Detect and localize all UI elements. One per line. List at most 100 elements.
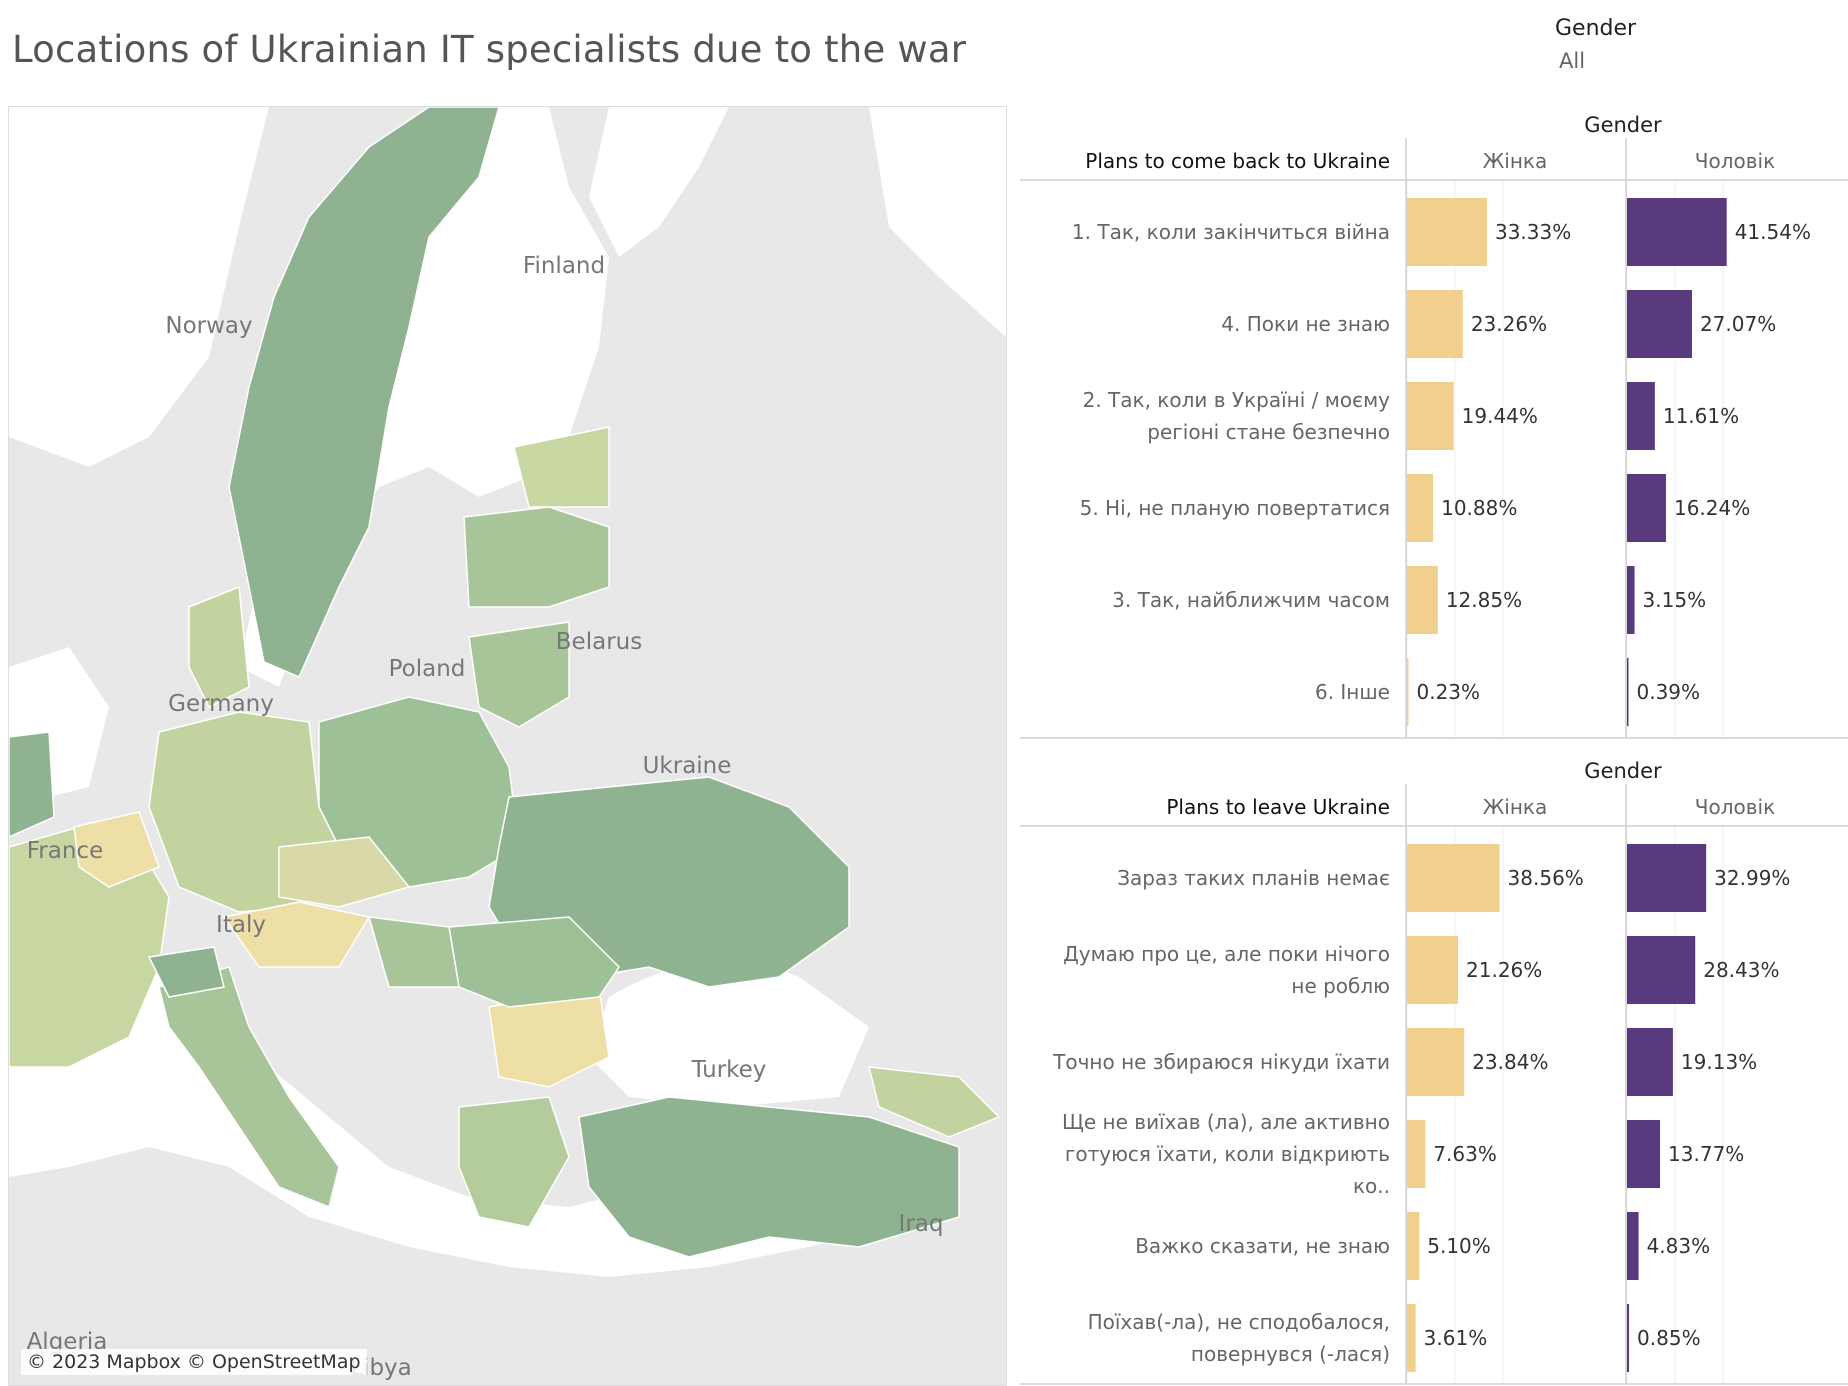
gender-filter-label: Gender — [1555, 16, 1637, 41]
value-label: 3.15% — [1643, 588, 1707, 612]
sweden[interactable] — [228, 107, 500, 678]
latvia[interactable] — [463, 506, 610, 608]
bar-zhinka[interactable] — [1407, 566, 1438, 634]
chart-panel-come-back: Gender Plans to come back to Ukraine Жінка… — [1020, 106, 1848, 746]
chart-panel-leave: Gender Plans to leave Ukraine Жінка Чоловік… — [1020, 752, 1848, 1385]
bar-zhinka[interactable] — [1407, 198, 1487, 266]
value-label: 41.54% — [1735, 220, 1811, 244]
bar-zhinka[interactable] — [1407, 382, 1454, 450]
category-label: Ще не виїхав (ла), але активно — [1062, 1110, 1390, 1134]
bar-cholovik[interactable] — [1627, 1212, 1639, 1280]
chart-come-back[interactable]: Gender Plans to come back to Ukraine Жінка… — [1020, 106, 1848, 746]
category-label: 1. Так, коли закінчиться війна — [1072, 220, 1390, 244]
bar-zhinka[interactable] — [1407, 844, 1500, 912]
value-label: 5.10% — [1427, 1234, 1491, 1258]
column-header-1[interactable]: Чоловік — [1695, 149, 1775, 173]
white-sea — [869, 107, 1006, 337]
category-label: Важко сказати, не знаю — [1135, 1234, 1390, 1258]
gender-filter[interactable]: Gender All — [1555, 16, 1636, 73]
value-label: 21.26% — [1466, 958, 1542, 982]
gulf-of-bothnia — [589, 107, 729, 257]
value-label: 12.85% — [1446, 588, 1522, 612]
category-label: Зараз таких планів немає — [1117, 866, 1390, 890]
italy[interactable] — [158, 966, 340, 1209]
hungary[interactable] — [367, 916, 460, 988]
category-label: Думаю про це, але поки нічого — [1063, 942, 1390, 966]
bar-cholovik[interactable] — [1627, 382, 1655, 450]
czechia[interactable] — [278, 836, 411, 908]
bar-zhinka[interactable] — [1407, 1120, 1426, 1188]
column-header-1[interactable]: Чоловік — [1695, 795, 1775, 819]
bar-cholovik[interactable] — [1627, 1304, 1630, 1372]
switzerland[interactable] — [147, 946, 225, 998]
category-label: Точно не збираюся нікуди їхати — [1052, 1050, 1390, 1074]
value-label: 11.61% — [1663, 404, 1739, 428]
category-label: регіоні стане безпечно — [1147, 420, 1390, 444]
bar-cholovik[interactable] — [1627, 658, 1629, 726]
bar-cholovik[interactable] — [1627, 198, 1727, 266]
category-label: ко.. — [1353, 1174, 1390, 1198]
value-label: 0.23% — [1417, 680, 1481, 704]
chart-leave[interactable]: Gender Plans to leave Ukraine Жінка Чоловік… — [1020, 752, 1848, 1385]
bar-zhinka[interactable] — [1407, 1028, 1465, 1096]
bar-cholovik[interactable] — [1627, 1028, 1673, 1096]
bar-cholovik[interactable] — [1627, 474, 1666, 542]
value-label: 0.85% — [1637, 1326, 1701, 1350]
value-label: 32.99% — [1714, 866, 1790, 890]
value-label: 19.13% — [1681, 1050, 1757, 1074]
value-label: 7.63% — [1433, 1142, 1497, 1166]
north-atlantic — [9, 107, 269, 467]
bar-zhinka[interactable] — [1407, 290, 1463, 358]
uk[interactable] — [9, 731, 55, 838]
category-label: 4. Поки не знаю — [1221, 312, 1390, 336]
value-label: 28.43% — [1703, 958, 1779, 982]
value-label: 19.44% — [1462, 404, 1538, 428]
denmark[interactable] — [188, 585, 250, 709]
gender-filter-value[interactable]: All — [1559, 49, 1586, 73]
bar-zhinka[interactable] — [1407, 936, 1459, 1004]
turkey[interactable] — [578, 1096, 960, 1258]
map-canvas — [9, 107, 1006, 1385]
belgium[interactable] — [73, 811, 160, 888]
value-label: 23.84% — [1472, 1050, 1548, 1074]
column-header-0[interactable]: Жінка — [1483, 149, 1548, 173]
category-label: не роблю — [1291, 974, 1390, 998]
chart-title: Gender — [1584, 759, 1662, 783]
value-label: 23.26% — [1471, 312, 1547, 336]
value-label: 13.77% — [1668, 1142, 1744, 1166]
row-header: Plans to leave Ukraine — [1166, 795, 1390, 819]
lithuania[interactable] — [468, 621, 570, 728]
value-label: 10.88% — [1441, 496, 1517, 520]
category-label: 2. Так, коли в Україні / моєму — [1083, 388, 1391, 412]
column-header-0[interactable]: Жінка — [1483, 795, 1548, 819]
value-label: 3.61% — [1424, 1326, 1488, 1350]
value-label: 38.56% — [1508, 866, 1584, 890]
map-credit[interactable]: © 2023 Mapbox © OpenStreetMap — [21, 1349, 367, 1375]
bar-cholovik[interactable] — [1627, 290, 1692, 358]
bar-cholovik[interactable] — [1627, 936, 1696, 1004]
value-label: 33.33% — [1495, 220, 1571, 244]
bar-zhinka[interactable] — [1407, 658, 1409, 726]
bar-cholovik[interactable] — [1627, 844, 1707, 912]
value-label: 4.83% — [1647, 1234, 1711, 1258]
value-label: 27.07% — [1700, 312, 1776, 336]
row-header: Plans to come back to Ukraine — [1085, 149, 1390, 173]
georgia[interactable] — [868, 1066, 1001, 1138]
bar-cholovik[interactable] — [1627, 1120, 1661, 1188]
greece[interactable] — [458, 1096, 570, 1228]
bar-zhinka[interactable] — [1407, 474, 1434, 542]
category-label: повернувся (-лася) — [1191, 1342, 1390, 1366]
category-label: 6. Інше — [1315, 680, 1390, 704]
value-label: 16.24% — [1674, 496, 1750, 520]
value-label: 0.39% — [1637, 680, 1701, 704]
europe-map[interactable]: Norway Finland Belarus Poland Germany Uk… — [8, 106, 1007, 1386]
category-label: 3. Так, найближчим часом — [1112, 588, 1390, 612]
chart-title: Gender — [1584, 113, 1662, 137]
page-title: Locations of Ukrainian IT specialists du… — [12, 28, 967, 71]
bar-cholovik[interactable] — [1627, 566, 1635, 634]
bar-zhinka[interactable] — [1407, 1212, 1420, 1280]
category-label: готуюся їхати, коли відкриють — [1065, 1142, 1390, 1166]
estonia[interactable] — [513, 426, 610, 508]
austria[interactable] — [222, 901, 371, 968]
bar-zhinka[interactable] — [1407, 1304, 1416, 1372]
